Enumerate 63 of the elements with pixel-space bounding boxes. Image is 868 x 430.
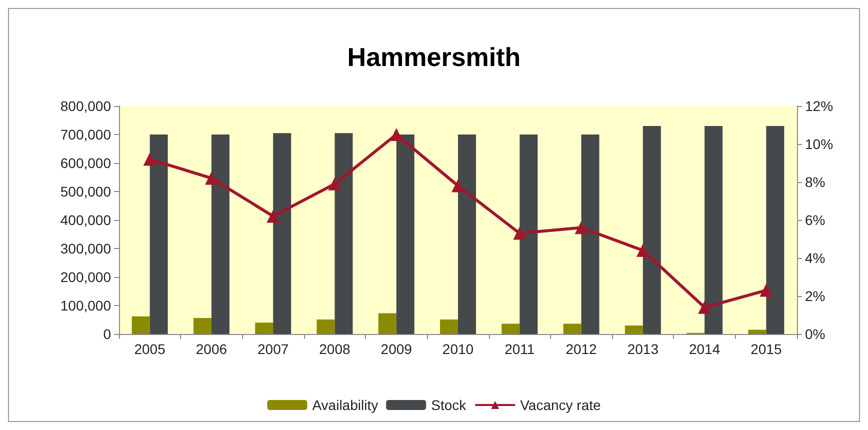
- x-tick-label: 2012: [566, 341, 598, 357]
- bar: [273, 133, 292, 334]
- bar: [766, 126, 784, 334]
- point: [513, 226, 526, 240]
- bar: [520, 134, 538, 334]
- bar: [581, 134, 600, 334]
- y-tick-label: 200,000: [60, 269, 112, 285]
- x-tick-label: 2015: [750, 341, 782, 357]
- x-tick-label: 2006: [196, 341, 228, 357]
- point: [698, 300, 712, 314]
- bar: [440, 319, 458, 334]
- y-tick-label: 500,000: [60, 184, 112, 200]
- bar: [316, 319, 335, 334]
- bar: [132, 316, 150, 334]
- x-tick-label: 2008: [319, 341, 351, 357]
- bar: [502, 324, 520, 334]
- point: [574, 221, 588, 234]
- point: [266, 210, 280, 223]
- x-tick-label: 2011: [504, 341, 535, 357]
- x-tick-label: 2014: [688, 341, 720, 357]
- y-tick-label: 300,000: [60, 240, 112, 256]
- bar: [624, 325, 643, 334]
- point: [636, 244, 650, 257]
- y-tick-label: 800,000: [60, 98, 112, 114]
- bar: [748, 330, 766, 334]
- bar: [193, 318, 212, 334]
- bar: [642, 126, 661, 334]
- point: [390, 128, 403, 141]
- y-tick-label: 100,000: [60, 298, 112, 314]
- y-tick-label: 700,000: [60, 126, 112, 142]
- y2-tick-label: 12%: [805, 98, 834, 114]
- x-tick-label: 2009: [380, 341, 412, 357]
- chart-title: Hammersmith: [347, 42, 521, 72]
- point: [143, 152, 156, 166]
- bar: [563, 324, 582, 334]
- bar: [211, 134, 230, 334]
- bar: [704, 126, 723, 334]
- x-tick-label: 2005: [134, 341, 166, 357]
- y2-tick-label: 0%: [805, 326, 826, 342]
- point: [328, 177, 342, 190]
- legend-label: Availability: [312, 397, 378, 413]
- y-tick-label: 600,000: [60, 155, 112, 171]
- y2-tick-label: 4%: [805, 250, 826, 266]
- bar: [396, 134, 414, 334]
- point: [452, 179, 464, 192]
- bar: [255, 322, 274, 334]
- y2-tick-label: 2%: [805, 288, 826, 304]
- y-tick-label: 0: [103, 326, 112, 342]
- bar: [458, 134, 476, 334]
- y2-tick-label: 6%: [805, 212, 826, 228]
- legend-label: Vacancy rate: [520, 397, 601, 413]
- x-tick-label: 2013: [627, 341, 659, 357]
- legend-label: Stock: [431, 397, 468, 413]
- y-tick-label: 400,000: [60, 212, 112, 228]
- y2-tick-label: 8%: [805, 174, 826, 190]
- x-tick-label: 2007: [258, 341, 289, 357]
- bar: [334, 133, 353, 334]
- bar: [150, 134, 168, 334]
- bar: [378, 313, 396, 334]
- point: [204, 172, 218, 185]
- y2-tick-label: 10%: [805, 136, 834, 152]
- point: [760, 284, 773, 297]
- x-tick-label: 2010: [442, 341, 474, 357]
